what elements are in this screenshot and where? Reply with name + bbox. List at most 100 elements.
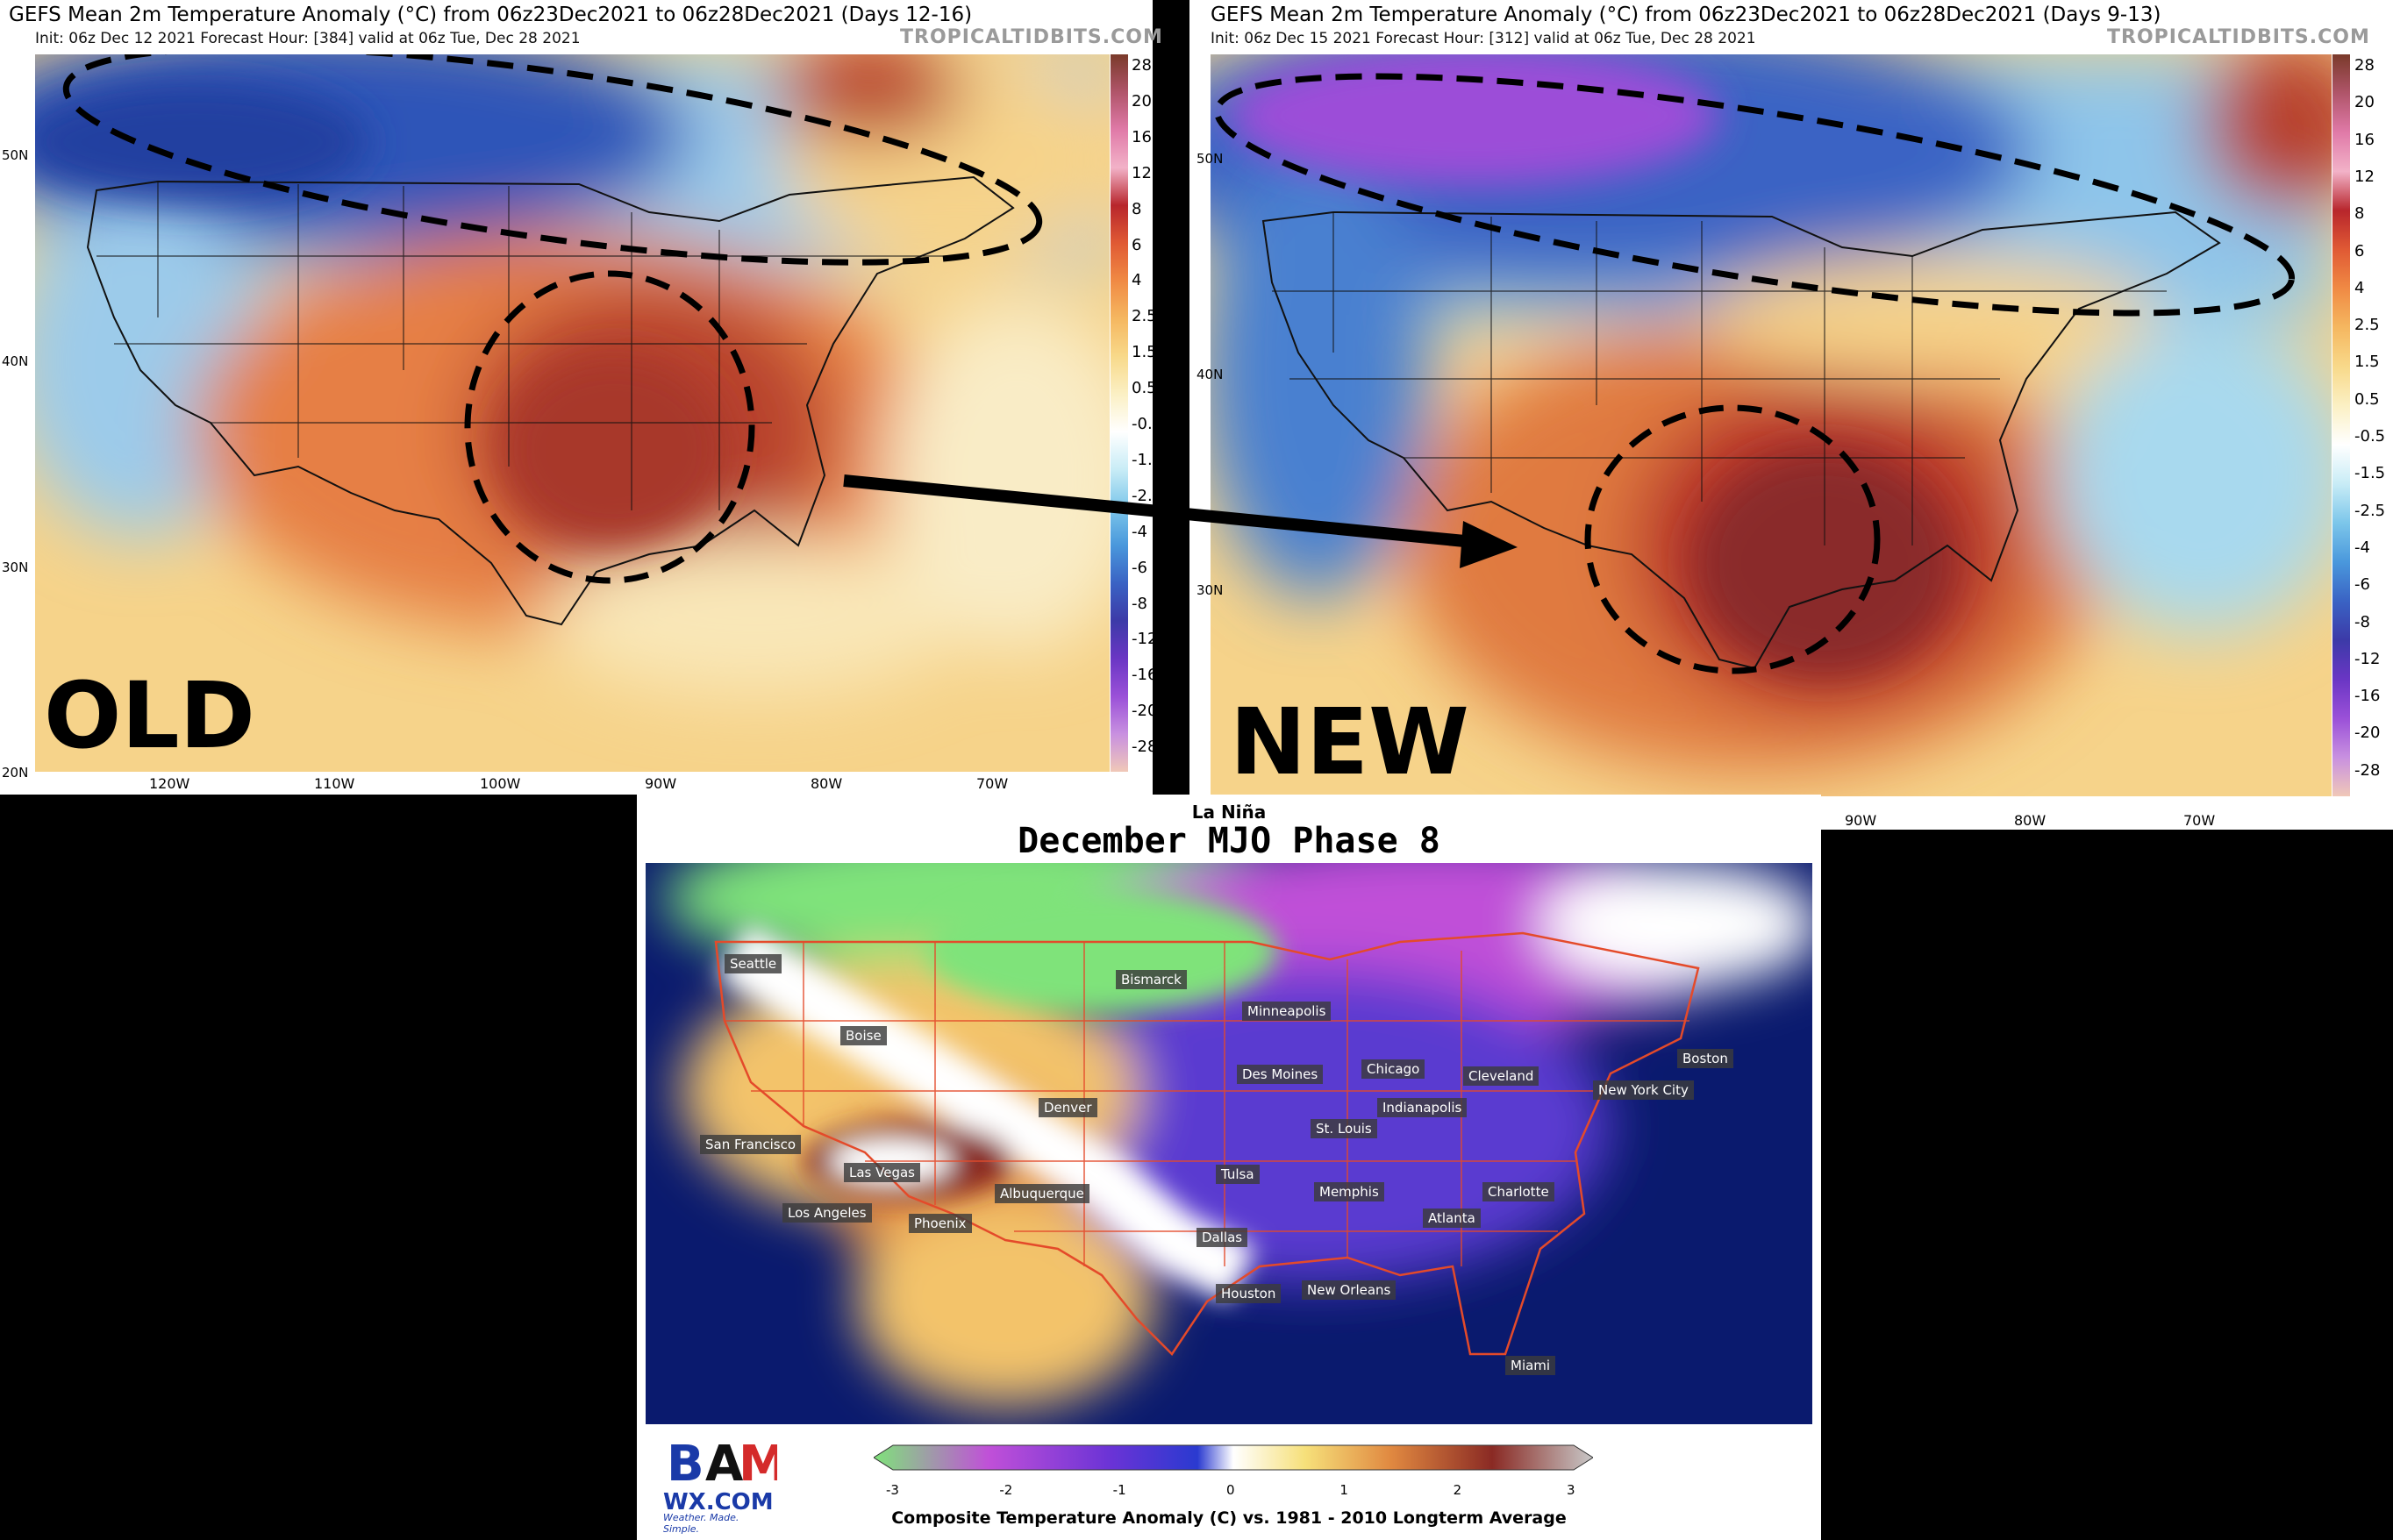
mjo-tick-label: -1 [1112,1482,1126,1498]
old-lat-label: 40N [2,353,29,369]
city-label: Dallas [1196,1228,1248,1247]
city-label: Chicago [1361,1059,1425,1079]
old-lat-label: 30N [2,560,29,575]
city-label: Tulsa [1216,1165,1260,1184]
svg-text:M: M [739,1436,777,1489]
old-lat-label: 20N [2,765,29,781]
mjo-colorbar-label: Composite Temperature Anomaly (C) vs. 19… [891,1508,1567,1528]
colorbar-label: -6 [1132,558,1147,577]
city-label: Charlotte [1482,1182,1554,1201]
new-colorbar [2332,54,2350,796]
city-label: New York City [1593,1080,1694,1100]
colorbar-label: 6 [1132,235,1142,254]
new-lon-label: 90W [1845,812,1877,829]
logo-tagline: Weather. Made. Simple. [663,1512,739,1535]
colorbar-label: 8 [1132,199,1142,218]
colorbar-label: 4 [2354,278,2365,297]
old-colorbar [1111,54,1128,772]
mjo-tick-label: 1 [1339,1482,1348,1498]
colorbar-label: 6 [2354,241,2365,260]
colorbar-label: -16 [1132,666,1158,685]
colorbar-label: 1.5 [2354,353,2380,372]
city-label: Cleveland [1463,1066,1539,1086]
colorbar-label: -12 [2354,649,2381,668]
city-label: Bismarck [1116,970,1187,989]
colorbar-label: 28 [1132,56,1152,75]
old-map-graphic [35,54,1110,772]
city-label: Des Moines [1237,1065,1324,1084]
colorbar-label: 2.5 [2354,316,2380,335]
colorbar-label: 12 [2354,167,2375,186]
old-forecast-panel: GEFS Mean 2m Temperature Anomaly (°C) fr… [0,0,1162,795]
new-panel-subtitle: Init: 06z Dec 15 2021 Forecast Hour: [31… [1211,30,1756,47]
city-label: Albuquerque [995,1184,1089,1203]
city-label: Los Angeles [782,1203,872,1223]
city-label: Phoenix [909,1214,972,1233]
city-label: Miami [1505,1356,1556,1375]
city-label: Denver [1039,1098,1097,1117]
colorbar-label: -8 [1132,594,1147,613]
old-panel-subtitle: Init: 06z Dec 12 2021 Forecast Hour: [38… [35,30,581,47]
new-lon-label: 80W [2014,812,2047,829]
city-label: Atlanta [1423,1208,1481,1228]
colorbar-label: 0.5 [2354,389,2380,409]
mjo-map-graphic [646,863,1812,1424]
city-label: Houston [1216,1284,1282,1303]
colorbar-label: 16 [2354,130,2375,149]
colorbar-label: -1.5 [1132,450,1163,469]
colorbar-label: -20 [2354,724,2381,743]
colorbar-label: -20 [1132,702,1158,721]
city-label: Indianapolis [1377,1098,1468,1117]
city-label: St. Louis [1311,1119,1377,1138]
city-label: Las Vegas [844,1163,920,1182]
new-lat-label: 50N [1196,151,1224,167]
new-panel-title: GEFS Mean 2m Temperature Anomaly (°C) fr… [1211,4,2161,26]
colorbar-label: -4 [1132,522,1147,541]
mjo-colorbar [874,1444,1593,1471]
colorbar-label: 2.5 [1132,307,1157,326]
old-lon-label: 80W [811,775,843,792]
new-lon-label: 70W [2183,812,2216,829]
mjo-title: December MJO Phase 8 [1018,821,1440,861]
colorbar-label: -12 [1132,630,1158,649]
colorbar-label: 12 [1132,163,1152,182]
city-label: Seattle [725,954,782,973]
old-panel-title: GEFS Mean 2m Temperature Anomaly (°C) fr… [9,4,973,26]
svg-text:A: A [705,1436,744,1489]
colorbar-label: 16 [1132,127,1152,146]
old-panel-brand: TROPICALTIDBITS.COM [900,26,1163,48]
new-anomaly-map [1211,54,2332,796]
colorbar-label: -1.5 [2354,464,2386,483]
city-label: New Orleans [1302,1280,1397,1300]
colorbar-label: -6 [2354,575,2370,595]
colorbar-label: 8 [2354,204,2365,224]
old-anomaly-map [35,54,1110,772]
logo-text: WX.COM [663,1489,774,1515]
city-label: San Francisco [700,1135,802,1154]
new-lat-label: 30N [1196,582,1224,598]
colorbar-label: 28 [2354,56,2375,75]
new-forecast-panel: GEFS Mean 2m Temperature Anomaly (°C) fr… [1189,0,2393,830]
mjo-tick-label: -3 [886,1482,899,1498]
city-label: Boise [840,1026,887,1045]
new-lat-label: 40N [1196,367,1224,382]
old-label: OLD [44,662,256,769]
colorbar-label: -0.5 [2354,427,2386,446]
city-label: Minneapolis [1242,1002,1332,1021]
colorbar-label: -4 [2354,538,2370,557]
colorbar-label: -28 [2354,760,2381,780]
colorbar-label: -8 [2354,612,2370,631]
colorbar-label: -2.5 [1132,486,1163,505]
old-lon-label: 110W [314,775,355,792]
mjo-tick-label: 0 [1226,1482,1235,1498]
mjo-tick-label: -2 [999,1482,1013,1498]
city-label: Memphis [1314,1182,1384,1201]
colorbar-label: 20 [1132,91,1152,111]
old-lon-label: 120W [149,775,190,792]
colorbar-label: 4 [1132,271,1142,290]
colorbar-label: -0.5 [1132,415,1163,433]
mjo-composite-panel: La Niña December MJO Phase 8 [637,795,1821,1540]
old-lat-label: 50N [2,147,29,163]
old-lon-label: 90W [645,775,677,792]
